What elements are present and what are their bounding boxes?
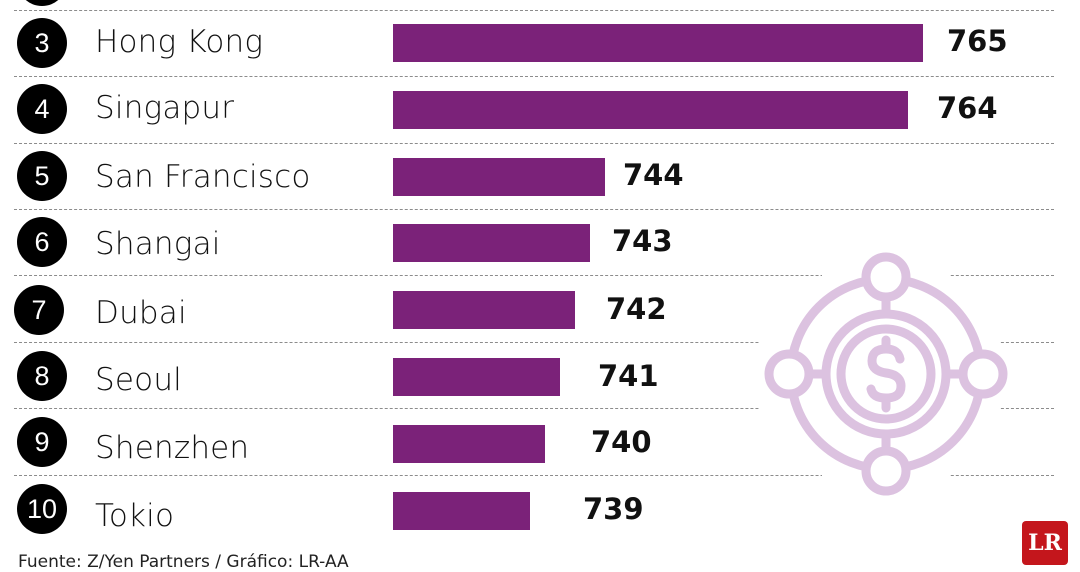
chart-row: 3 Hong Kong 765 [0,10,1080,77]
value-label: 744 [623,158,684,192]
chart-row: 10 Tokio 739 [0,475,1080,542]
icon-backdrop [760,405,1000,411]
city-label: Seoul [95,362,182,398]
value-label: 740 [591,425,652,459]
rank-badge: 3 [17,18,67,68]
chart-row: 9 Shenzhen 740 [0,408,1080,475]
value-bar [393,492,530,530]
row-separator [14,76,1054,77]
value-bar [393,425,545,463]
value-label: 742 [606,292,667,326]
value-bar [393,24,923,62]
city-label: Shenzhen [95,430,250,466]
value-label: 765 [947,24,1008,58]
chart-row: 4 Singapur 764 [0,76,1080,143]
rank-badge: 8 [17,351,67,401]
row-separator [14,143,1054,144]
value-bar [393,158,605,196]
row-separator [14,475,1054,476]
chart-row: 8 Seoul 741 [0,342,1080,409]
chart-row: 7 Dubai 742 [0,275,1080,342]
value-label: 764 [937,91,998,125]
city-label: Shangai [95,226,221,262]
rank-badge: 10 [17,484,67,534]
row-separator [14,209,1054,210]
value-bar [393,291,575,329]
row-separator [14,408,1054,409]
source-caption: Fuente: Z/Yen Partners / Gráfico: LR-AA [18,552,349,572]
rank-badge: 9 [17,417,67,467]
lr-logo: LR [1022,521,1068,565]
rank-badge: 6 [17,217,67,267]
rank-badge-partial [17,0,67,6]
row-separator [14,10,1054,11]
value-bar [393,224,590,262]
city-label: Dubai [95,295,187,331]
city-label: Hong Kong [95,24,264,60]
chart-row: 5 San Francisco 744 [0,143,1080,210]
value-label: 743 [612,224,673,258]
icon-backdrop [760,339,1000,345]
value-bar [393,358,560,396]
rank-badge: 7 [14,285,64,335]
value-bar [393,91,908,129]
finance-network-dollar-icon [764,252,1008,496]
row-separator [14,342,1054,343]
rank-badge: 5 [17,151,67,201]
city-label: Tokio [95,498,175,534]
chart-row: 6 Shangai 743 [0,209,1080,276]
city-label: San Francisco [95,159,311,195]
city-label: Singapur [95,90,235,126]
value-label: 739 [583,492,644,526]
row-separator [14,275,1054,276]
value-label: 741 [598,359,659,393]
rank-badge: 4 [17,84,67,134]
